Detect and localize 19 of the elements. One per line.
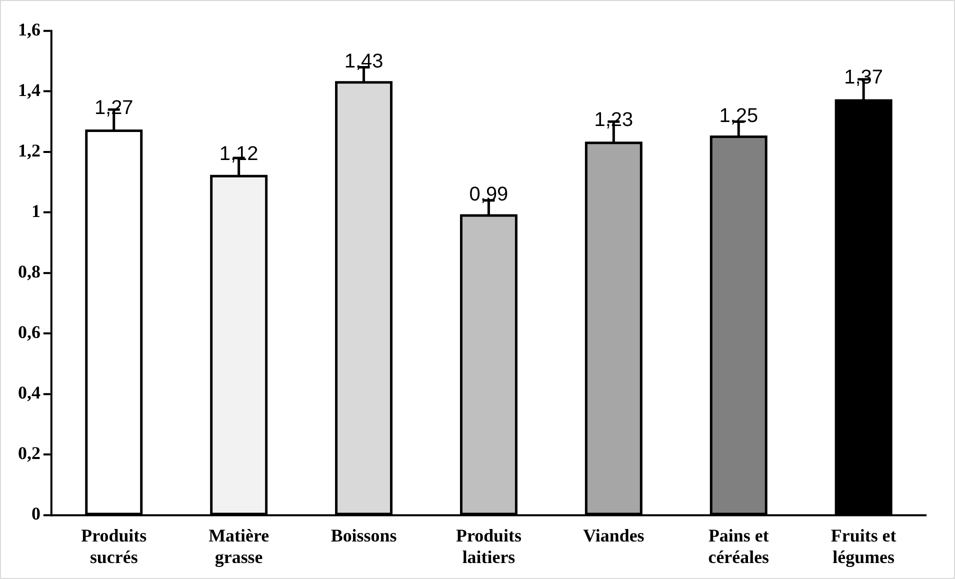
x-tick-label: Viandes — [583, 525, 644, 546]
data-label: 0,99 — [469, 183, 508, 206]
data-label: 1,43 — [344, 50, 384, 72]
y-tick-label: 1,2 — [18, 140, 40, 161]
x-tick-label: Pains et céréales — [708, 525, 770, 567]
y-tick-label: 0,6 — [18, 322, 40, 342]
x-tick-label: Produits sucrés — [81, 525, 147, 567]
y-tick-label: 0,2 — [18, 443, 40, 464]
y-tick-label: 1,6 — [18, 20, 40, 40]
x-tick-label: Produits laitiers — [456, 525, 522, 567]
y-tick-label: 0,4 — [18, 382, 40, 403]
data-label: 1,37 — [844, 66, 883, 89]
x-tick-label: Fruits et légumes — [830, 525, 896, 567]
y-tick-label: 1,4 — [18, 80, 40, 100]
y-tick-label: 1 — [31, 201, 40, 222]
x-tick-label: Matière grasse — [208, 525, 270, 567]
x-tick-label: Boissons — [330, 525, 397, 546]
y-tick-label: 0 — [31, 504, 40, 524]
y-tick-label: 0,8 — [18, 262, 40, 282]
